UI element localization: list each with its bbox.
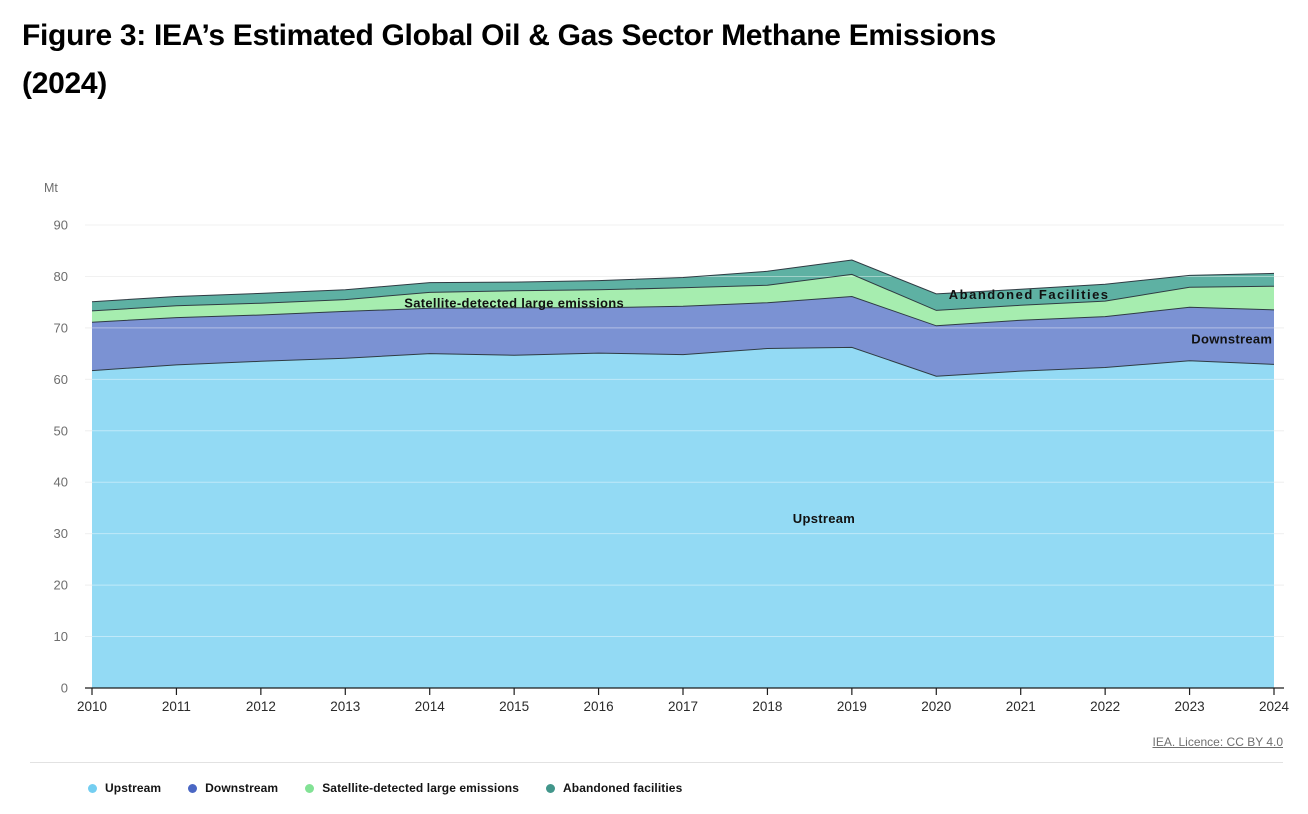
- y-tick-label: 10: [54, 629, 68, 644]
- x-tick-label: 2020: [921, 699, 951, 714]
- x-tick-label: 2023: [1175, 699, 1205, 714]
- area-downstream[interactable]: [92, 296, 1274, 377]
- legend-label-abandoned-facilities: Abandoned facilities: [563, 781, 683, 795]
- x-tick-label: 2018: [752, 699, 782, 714]
- figure-title-line1: Figure 3: IEA’s Estimated Global Oil & G…: [22, 19, 997, 52]
- x-tick-label: 2010: [77, 699, 107, 714]
- annotation-downstream: Downstream: [1191, 332, 1272, 347]
- x-tick-label: 2012: [246, 699, 276, 714]
- y-tick-label: 90: [54, 218, 68, 233]
- y-tick-label: 0: [61, 681, 68, 696]
- x-tick-label: 2019: [837, 699, 867, 714]
- x-tick-label: 2015: [499, 699, 529, 714]
- chart-legend: Upstream Downstream Satellite-detected lar…: [88, 778, 682, 798]
- source-credit: IEA. Licence: CC BY 4.0: [1152, 735, 1283, 749]
- footer-divider: [30, 762, 1283, 763]
- boundary-abandoned-facilities: [91, 259, 1275, 303]
- legend-swatch-satellite-detected-large-emissions: [305, 783, 315, 793]
- legend-swatch-downstream: [188, 783, 198, 793]
- y-tick-label: 30: [54, 526, 68, 541]
- annotation-satellite-detected-large-emissions: Satellite-detected large emissions: [404, 296, 624, 311]
- legend-label-downstream: Downstream: [205, 781, 279, 795]
- y-tick-label: 50: [54, 423, 68, 438]
- x-tick-label: 2017: [668, 699, 698, 714]
- boundary-upstream: [91, 346, 1275, 377]
- boundary-satellite-detected-large-emissions: [91, 273, 1275, 312]
- x-tick-label: 2011: [162, 699, 191, 714]
- x-tick-label: 2021: [1006, 699, 1036, 714]
- stacked-area-chart: Mt 0 10 20 30 40 50 60 70 80 90 2010 2011 2012 2013 201…: [0, 160, 1308, 760]
- annotation-abandoned-facilities: Abandoned Facilities: [949, 287, 1110, 302]
- chart-canvas: Mt 0 10 20 30 40 50 60 70 80 90 2010 2011 2012 2013 201…: [44, 181, 1290, 714]
- area-satellite-detected-large-emissions[interactable]: [92, 274, 1274, 326]
- legend-item-upstream[interactable]: Upstream: [88, 781, 161, 795]
- x-tick-label: 2014: [415, 699, 446, 714]
- source-link[interactable]: IEA. Licence: CC BY 4.0: [1152, 735, 1283, 749]
- figure-title: Figure 3: IEA’s Estimated Global Oil & G…: [22, 12, 996, 108]
- y-tick-label: 60: [54, 372, 68, 387]
- x-tick-label: 2024: [1259, 699, 1290, 714]
- y-tick-label: 70: [54, 320, 68, 335]
- legend-swatch-upstream: [88, 783, 97, 793]
- y-tick-label: 40: [54, 475, 68, 490]
- y-tick-label: 80: [54, 269, 68, 284]
- legend-label-upstream: Upstream: [105, 781, 162, 795]
- x-tick-label: 2013: [330, 699, 360, 714]
- figure-title-line2: (2024): [22, 67, 107, 100]
- legend-item-downstream[interactable]: Downstream: [188, 781, 278, 795]
- y-tick-label: 20: [54, 578, 68, 593]
- legend-item-abandoned-facilities[interactable]: Abandoned facilities: [546, 781, 682, 795]
- legend-item-satellite-detected-large-emissions[interactable]: Satellite-detected large emissions: [305, 781, 519, 795]
- area-upstream[interactable]: [92, 347, 1274, 688]
- annotation-upstream: Upstream: [793, 511, 855, 526]
- boundary-downstream: [91, 295, 1275, 327]
- x-tick-label: 2016: [584, 699, 614, 714]
- y-axis-unit-label: Mt: [44, 181, 58, 195]
- legend-label-satellite-detected-large-emissions: Satellite-detected large emissions: [322, 781, 519, 795]
- legend-swatch-abandoned-facilities: [546, 783, 555, 793]
- x-tick-label: 2022: [1090, 699, 1120, 714]
- area-abandoned-facilities[interactable]: [92, 260, 1274, 311]
